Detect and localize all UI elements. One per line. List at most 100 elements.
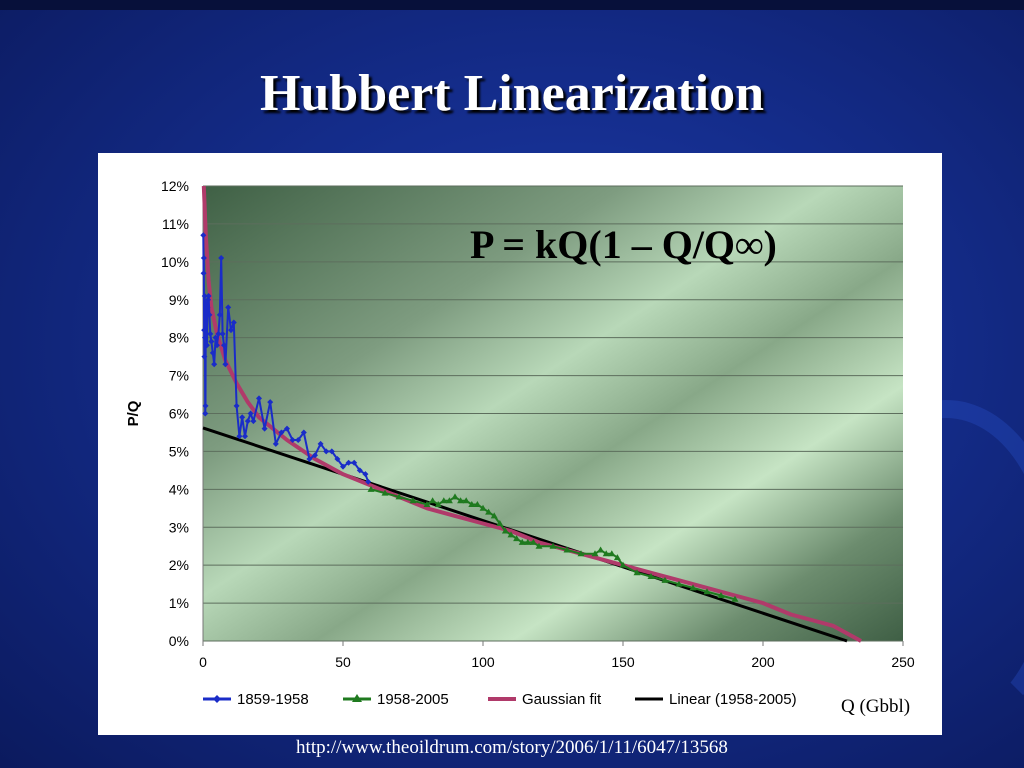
data-point <box>218 255 225 262</box>
slide-title: Hubbert Linearization <box>259 65 765 122</box>
data-point <box>247 410 254 417</box>
y-tick-label: 4% <box>169 481 189 497</box>
data-point <box>272 440 279 447</box>
data-point <box>445 497 453 504</box>
data-point <box>261 425 268 432</box>
data-point <box>524 538 532 545</box>
x-tick-label: 50 <box>335 654 351 670</box>
data-point <box>423 501 431 507</box>
x-tick-label: 0 <box>199 654 207 670</box>
data-point <box>529 538 537 545</box>
data-point <box>219 330 226 337</box>
x-tick-label: 200 <box>751 654 775 670</box>
tick-labels: 0% 1% 2% 3% 4% 5% 6% 7% 8% 9% 10% 11% 12% 0 50 100 150 20… <box>161 178 915 670</box>
data-point <box>591 550 599 557</box>
data-point <box>395 493 403 500</box>
data-point <box>202 410 209 417</box>
data-point <box>205 296 212 303</box>
data-point <box>200 270 207 277</box>
series-1859-1958 <box>200 232 372 485</box>
y-tick-label: 7% <box>169 368 189 384</box>
data-point <box>244 418 251 425</box>
y-tick-label: 10% <box>161 254 189 270</box>
x-tick-label: 150 <box>611 654 635 670</box>
data-point <box>468 501 476 507</box>
legend: 1859-1958 1958-2005 Gaussian fit Linear (19… <box>203 691 797 708</box>
data-point <box>323 448 330 455</box>
data-point <box>462 497 470 504</box>
y-tick-label: 8% <box>169 330 189 346</box>
data-point <box>619 561 627 568</box>
data-point <box>563 546 571 553</box>
data-point <box>215 330 222 337</box>
data-point <box>340 463 346 470</box>
data-point <box>230 319 237 326</box>
data-point <box>675 580 683 587</box>
y-tick-label: 1% <box>169 595 189 611</box>
data-point <box>429 497 437 504</box>
data-point <box>216 311 223 318</box>
data-point <box>211 361 218 368</box>
data-point <box>289 437 296 444</box>
data-point <box>473 501 481 507</box>
data-point <box>206 311 213 318</box>
data-point <box>201 334 208 341</box>
data-point <box>295 437 302 444</box>
data-point <box>201 327 208 334</box>
data-point <box>239 414 246 421</box>
legend-item: 1958-2005 <box>343 691 449 708</box>
data-point <box>256 395 262 402</box>
data-point <box>204 304 211 311</box>
chart-panel: 0% 1% 2% 3% 4% 5% 6% 7% 8% 9% 10% 11% 12% 0 50 100 150 20… <box>98 153 942 735</box>
data-point <box>225 304 232 311</box>
data-point <box>381 489 389 496</box>
data-point <box>250 418 257 425</box>
y-tick-label: 5% <box>169 443 189 459</box>
y-tick-label: 3% <box>169 519 189 535</box>
data-point <box>365 478 372 485</box>
data-point <box>647 573 655 580</box>
data-point <box>457 497 465 504</box>
data-point <box>633 569 641 576</box>
series-layer <box>200 185 862 643</box>
y-tick-label: 11% <box>162 216 189 232</box>
data-point <box>242 433 248 440</box>
source-url: http://www.theoildrum.com/story/2006/1/1… <box>296 737 728 758</box>
series-Linear (1958-2005) <box>202 426 848 643</box>
legend-label: 1958-2005 <box>377 691 449 708</box>
y-tick-label: 0% <box>169 633 189 649</box>
data-point <box>221 342 227 349</box>
legend-label: Gaussian fit <box>522 691 602 708</box>
data-point <box>203 342 210 349</box>
data-point <box>317 440 324 447</box>
data-point <box>200 255 207 262</box>
data-point <box>479 504 487 511</box>
data-point <box>300 429 307 436</box>
data-point <box>214 342 220 349</box>
data-point <box>345 459 352 466</box>
data-point <box>577 550 585 557</box>
data-point <box>278 429 285 436</box>
data-point <box>209 349 216 356</box>
data-point <box>356 467 363 474</box>
legend-item: 1859-1958 <box>203 691 309 708</box>
data-point <box>549 542 557 549</box>
data-point <box>490 512 498 519</box>
grid-lines <box>202 185 904 646</box>
series-1958-2005 <box>367 485 739 602</box>
data-point <box>222 361 229 368</box>
series-Gaussian fit <box>201 185 862 643</box>
data-point <box>434 501 442 507</box>
hubbert-chart: 0% 1% 2% 3% 4% 5% 6% 7% 8% 9% 10% 11% 12% 0 50 100 150 20… <box>125 178 915 717</box>
x-tick-label: 100 <box>471 654 495 670</box>
data-point <box>507 531 515 538</box>
data-point <box>602 550 610 557</box>
data-point <box>201 353 208 360</box>
y-axis-title: P/Q <box>125 400 142 426</box>
data-point <box>208 338 215 345</box>
data-point <box>233 402 240 409</box>
data-point <box>328 448 335 455</box>
data-point <box>201 292 208 299</box>
top-bar <box>0 0 1024 10</box>
legend-item: Linear (1958-2005) <box>635 691 797 708</box>
